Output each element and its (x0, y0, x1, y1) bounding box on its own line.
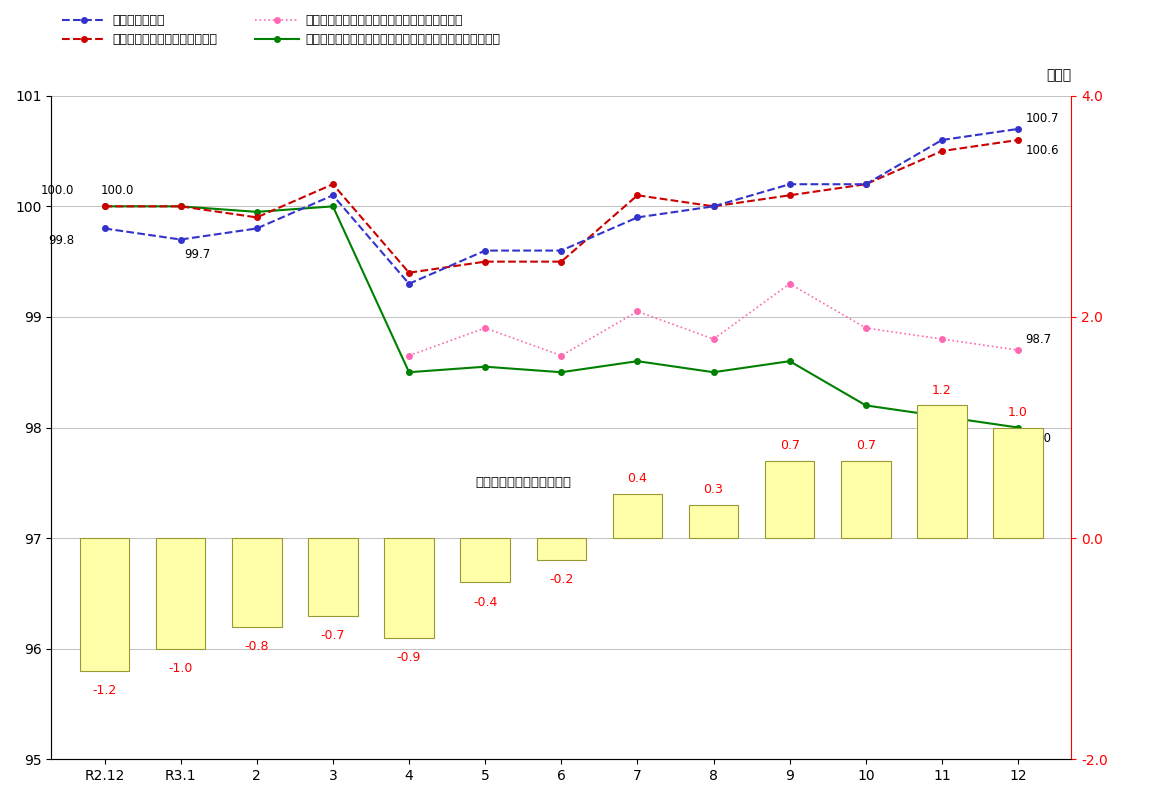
Bar (841, 460, 890, 538)
Text: 100.0: 100.0 (40, 184, 74, 197)
Text: （％）: （％） (1046, 69, 1071, 82)
Bar (917, 405, 967, 538)
Text: 98.0: 98.0 (1025, 432, 1052, 445)
Text: 1.2: 1.2 (932, 384, 952, 397)
Text: 98.7: 98.7 (1025, 333, 1052, 346)
Text: 総合前年同月比（右目盛）: 総合前年同月比（右目盛） (476, 476, 571, 489)
Text: -0.9: -0.9 (396, 651, 422, 664)
Text: 0.7: 0.7 (856, 439, 876, 452)
Bar (385, 538, 434, 638)
Text: 1.0: 1.0 (1008, 405, 1028, 419)
Text: 0.4: 0.4 (628, 472, 647, 485)
Text: 99.8: 99.8 (48, 234, 74, 247)
Bar (765, 460, 814, 538)
Bar (613, 494, 662, 538)
Bar (689, 505, 738, 538)
Text: -1.0: -1.0 (168, 662, 192, 675)
Text: -0.7: -0.7 (320, 629, 346, 642)
Text: 100.6: 100.6 (1025, 144, 1059, 157)
Text: -0.4: -0.4 (473, 595, 498, 609)
Bar (232, 538, 281, 626)
Bar (79, 538, 129, 671)
Text: 0.7: 0.7 (780, 439, 799, 452)
Bar (537, 538, 586, 560)
Text: -0.2: -0.2 (550, 574, 574, 587)
Text: 100.0: 100.0 (100, 184, 134, 197)
Legend: 総合（左目盛）, 生鮮食品を除く総合（左目盛）, 生鮮食品及びエネルギーを除く総合（左目盛）, 食料（酒類を除く）及びエネルギーを除く総合（左目盛）: 総合（左目盛）, 生鮮食品を除く総合（左目盛）, 生鮮食品及びエネルギーを除く総… (58, 9, 505, 51)
Bar (156, 538, 205, 649)
Text: 99.7: 99.7 (184, 248, 211, 262)
Bar (308, 538, 357, 615)
Text: 0.3: 0.3 (704, 483, 723, 496)
Text: -1.2: -1.2 (92, 684, 116, 697)
Bar (993, 428, 1043, 538)
Bar (461, 538, 510, 583)
Text: 100.7: 100.7 (1025, 112, 1059, 124)
Text: -0.8: -0.8 (244, 640, 270, 653)
